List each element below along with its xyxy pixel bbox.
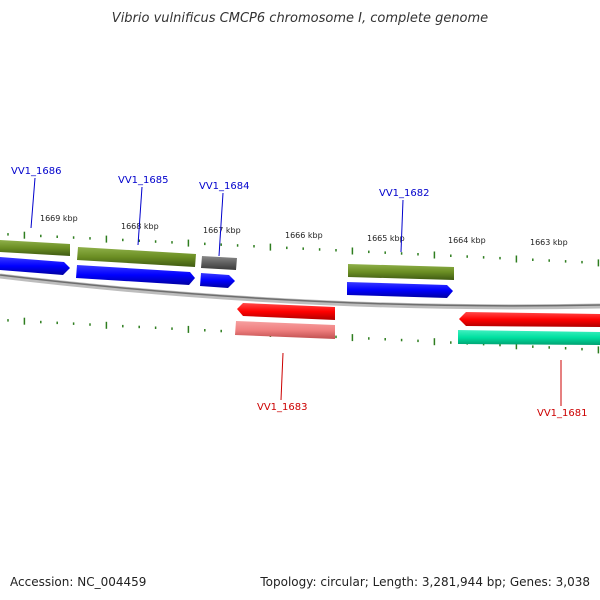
kbp-label-1664: 1664 kbp (448, 236, 486, 245)
accession-text: Accession: NC_004459 (10, 575, 146, 589)
kbp-label-1669: 1669 kbp (40, 214, 78, 223)
gene-vv1-1685-blue[interactable] (76, 265, 195, 285)
tick-marks-upper (7, 231, 600, 267)
kbp-label-1665: 1665 kbp (367, 234, 405, 243)
kbp-label-1667: 1667 kbp (203, 226, 241, 235)
gene-vv1-1683-pink[interactable] (235, 321, 335, 339)
gene-label-vv1-1684[interactable]: VV1_1684 (199, 181, 250, 192)
gene-vv1-1682-olive[interactable] (348, 264, 454, 280)
gene-label-vv1-1686[interactable]: VV1_1686 (11, 166, 62, 177)
kbp-label-1666: 1666 kbp (285, 231, 323, 240)
gene-vv1-1682-blue[interactable] (347, 282, 453, 298)
chromosome-backbone-shade (0, 274, 600, 307)
chromosome-backbone (0, 273, 600, 310)
leader-lines-forward (30, 177, 404, 257)
gene-vv1-1684-blue[interactable] (200, 273, 235, 288)
gene-vv1-1681-red[interactable] (459, 312, 600, 327)
gene-vv1-1686-blue[interactable] (0, 257, 70, 275)
gene-label-vv1-1683[interactable]: VV1_1683 (257, 402, 308, 413)
map-title: Vibrio vulnificus CMCP6 chromosome I, co… (112, 11, 488, 26)
gene-vv1-1686-olive[interactable] (0, 240, 70, 256)
gene-label-vv1-1681[interactable]: VV1_1681 (537, 408, 588, 419)
gene-vv1-1681-teal[interactable] (458, 330, 600, 345)
gene-vv1-1684-gray[interactable] (201, 256, 237, 270)
leader-lines-reverse (280, 352, 562, 406)
gene-label-vv1-1682[interactable]: VV1_1682 (379, 188, 430, 199)
kbp-label-1668: 1668 kbp (121, 222, 159, 231)
kbp-label-1663: 1663 kbp (530, 238, 568, 247)
gene-vv1-1683-red[interactable] (237, 303, 335, 320)
genome-summary-text: Topology: circular; Length: 3,281,944 bp… (259, 575, 590, 589)
gene-label-vv1-1685[interactable]: VV1_1685 (118, 175, 169, 186)
gene-vv1-1685-olive[interactable] (77, 247, 196, 267)
